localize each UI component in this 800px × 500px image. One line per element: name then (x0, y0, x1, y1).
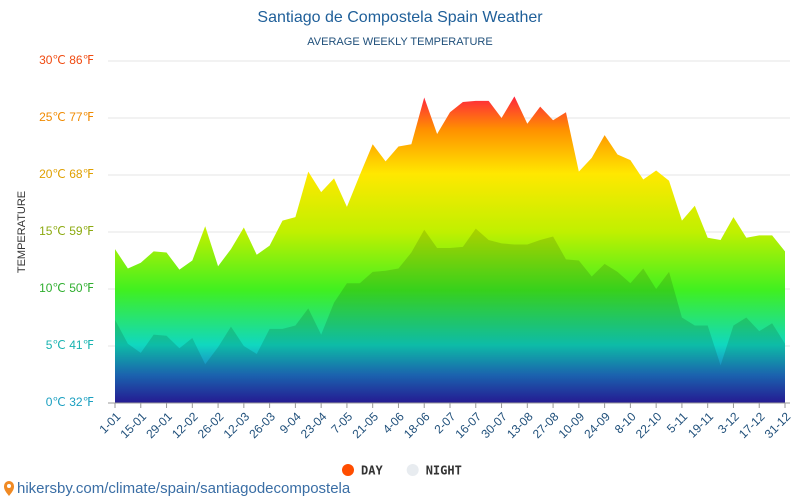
x-tick-label: 27-08 (530, 409, 562, 441)
y-tick-label: 30℃ 86℉ (39, 53, 94, 67)
x-tick-label: 12-02 (169, 409, 201, 441)
x-tick-label: 24-09 (581, 409, 613, 441)
x-tick-label: 18-06 (401, 409, 433, 441)
x-tick-label: 31-12 (762, 409, 794, 441)
chart-subtitle: AVERAGE WEEKLY TEMPERATURE (307, 36, 492, 48)
x-tick-label: 26-02 (195, 409, 227, 441)
y-tick-label: 0℃ 32℉ (46, 395, 94, 409)
legend-label: NIGHT (426, 464, 462, 478)
x-tick-label: 17-12 (736, 409, 768, 441)
source-link[interactable]: hikersby.com/climate/spain/santiagodecom… (17, 480, 351, 497)
x-tick-label: 13-08 (504, 409, 536, 441)
plot (108, 60, 790, 408)
x-tick-label: 23-04 (298, 409, 330, 441)
area-1 (115, 228, 785, 403)
x-tick-label: 21-05 (349, 409, 381, 441)
x-tick-label: 10-09 (556, 409, 588, 441)
y-axis-label: TEMPERATURE (16, 191, 28, 273)
x-tick-label: 22-10 (633, 409, 665, 441)
x-tick-label: 12-03 (221, 409, 253, 441)
y-tick-label: 5℃ 41℉ (46, 338, 94, 352)
x-tick-label: 29-01 (143, 409, 175, 441)
y-tick-label: 10℃ 50℉ (39, 281, 94, 295)
x-tick-label: 19-11 (685, 409, 716, 440)
pin-icon (4, 481, 14, 496)
chart-title: Santiago de Compostela Spain Weather (257, 9, 543, 26)
y-tick-label: 25℃ 77℉ (39, 110, 94, 124)
area-shade (115, 228, 785, 403)
legend-swatch (342, 464, 354, 476)
y-tick-label: 15℃ 59℉ (39, 224, 94, 238)
x-tick-label: 30-07 (478, 409, 510, 441)
y-tick-label: 20℃ 68℉ (39, 167, 94, 181)
legend-label: DAY (361, 464, 383, 478)
pin-dot (7, 484, 11, 488)
x-tick-label: 26-03 (246, 409, 278, 441)
x-tick-label: 15-01 (118, 409, 150, 441)
x-tick-label: 16-07 (453, 409, 485, 441)
legend-swatch (406, 464, 419, 476)
legend: DAY NIGHT (342, 464, 462, 478)
